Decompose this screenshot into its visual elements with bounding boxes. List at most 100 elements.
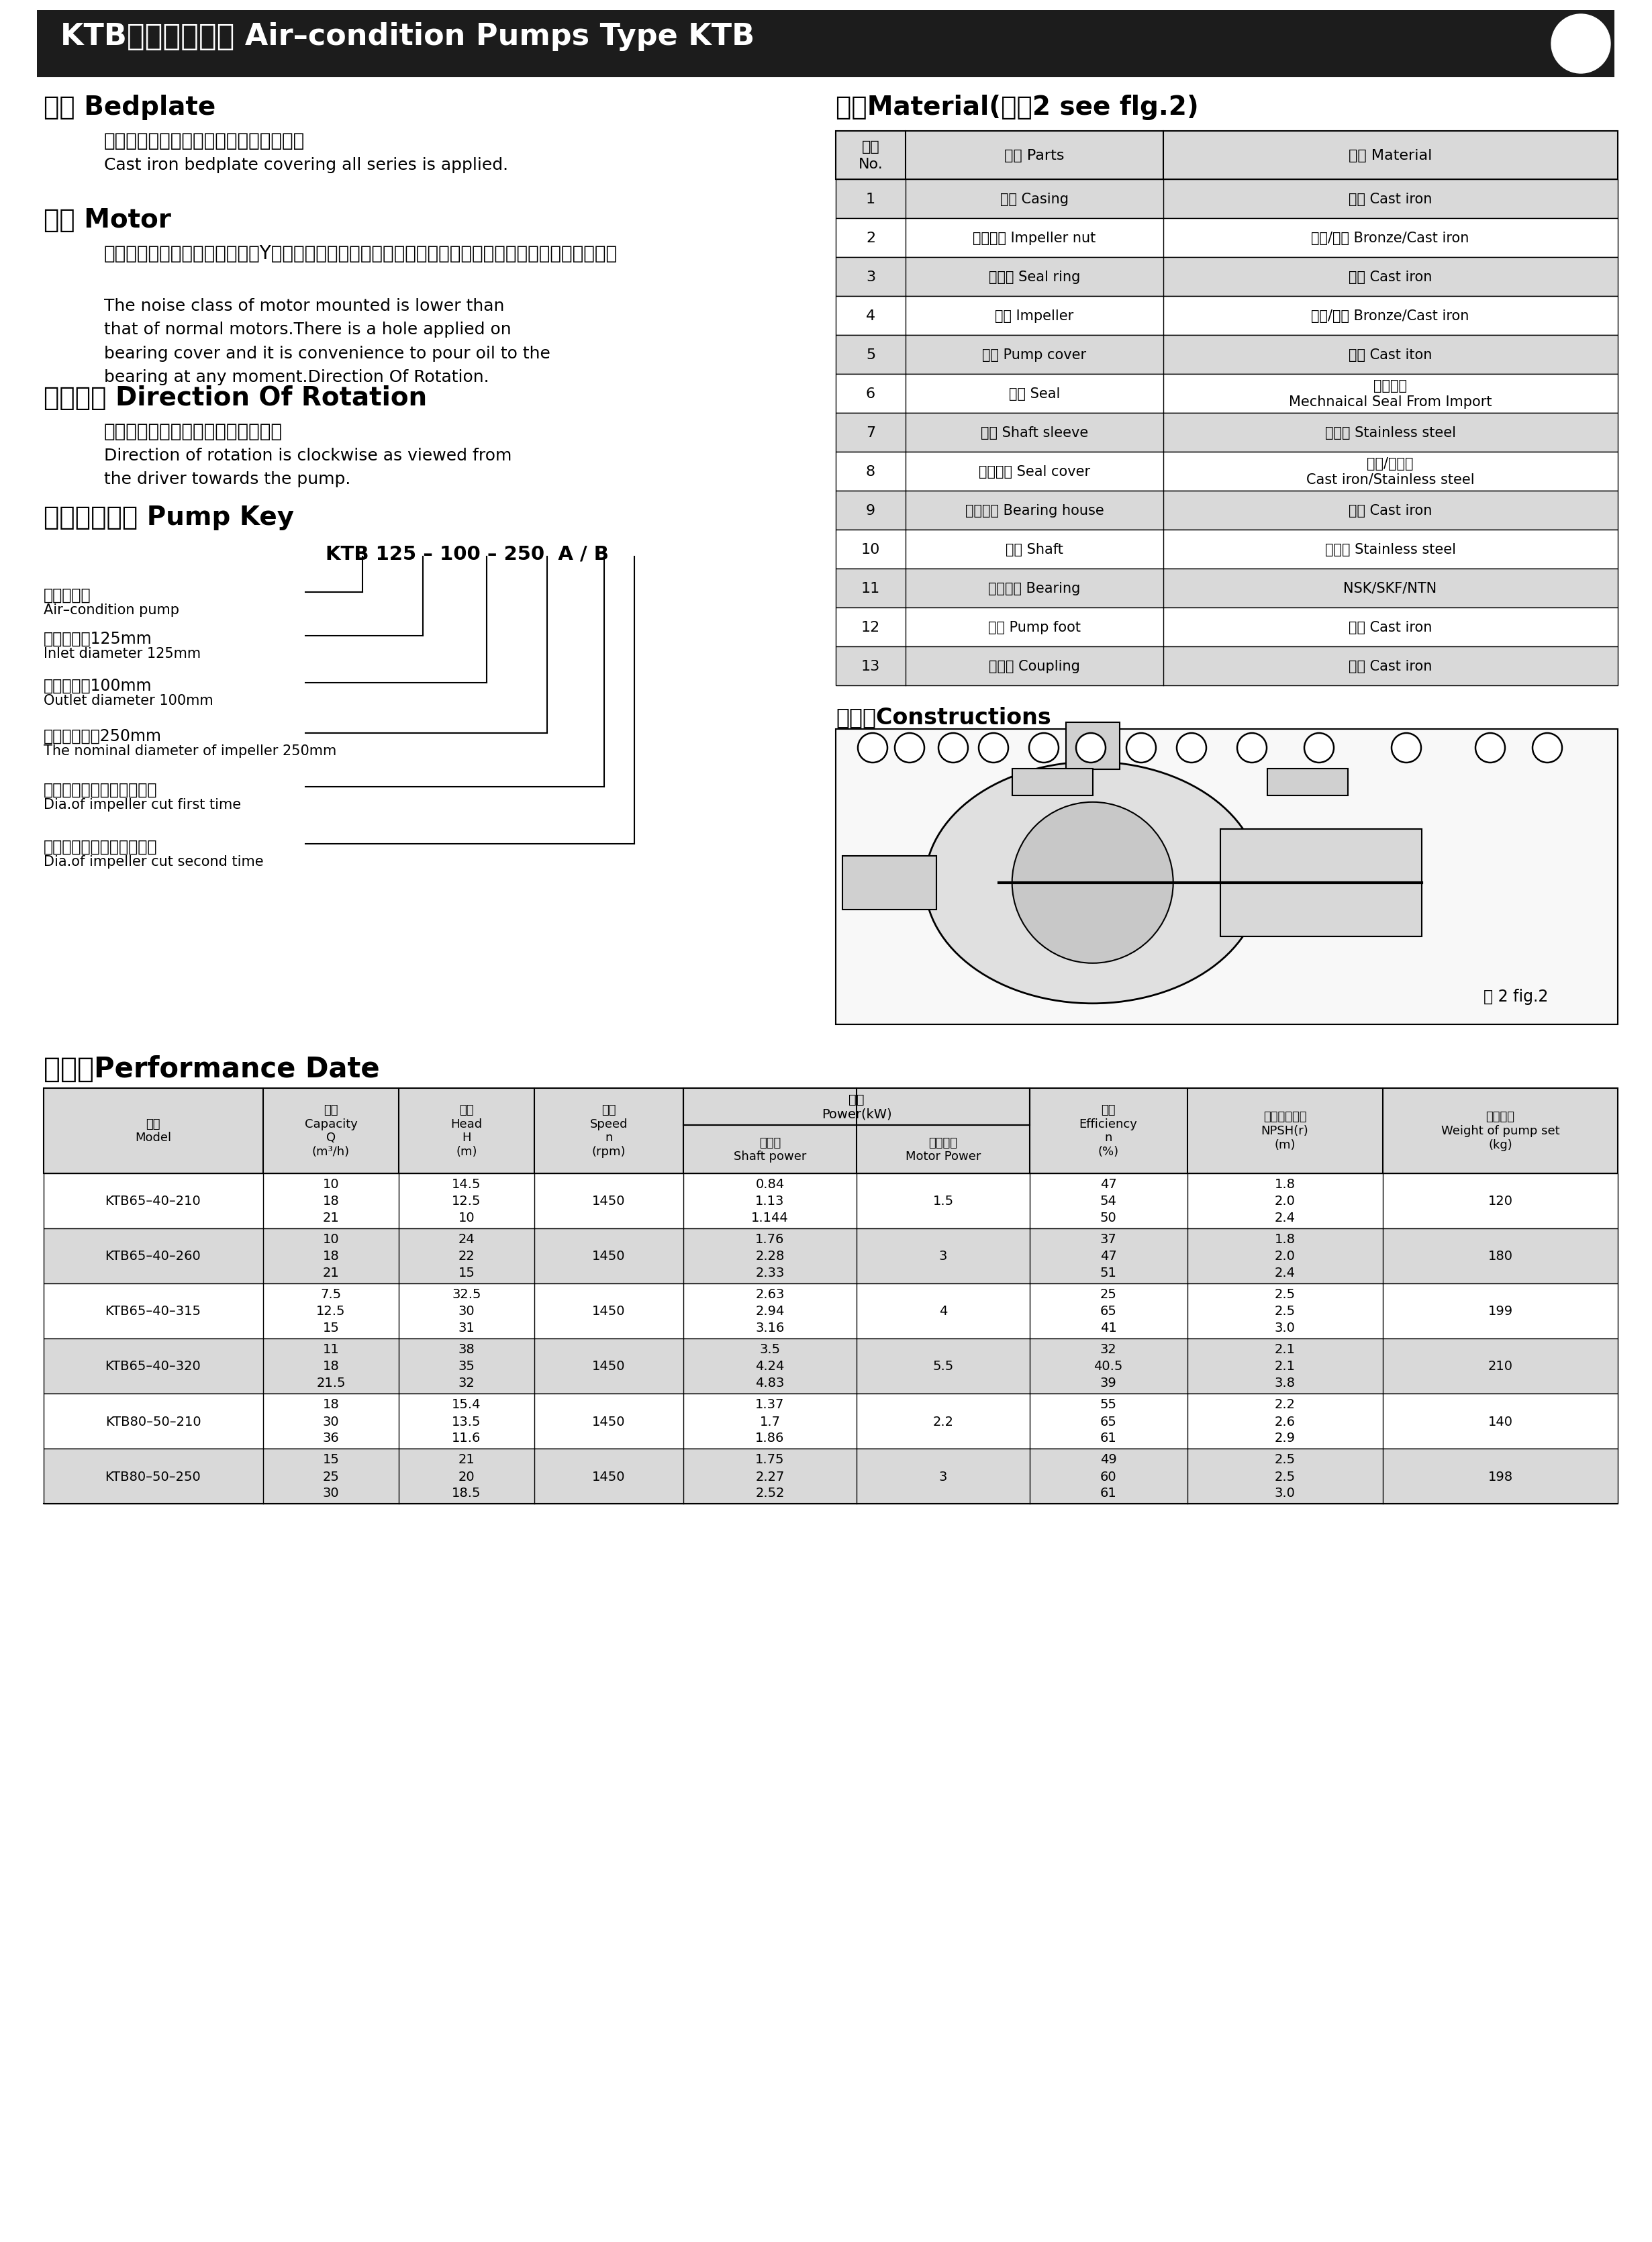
Text: 旋转方向 Direction Of Rotation: 旋转方向 Direction Of Rotation: [43, 386, 426, 410]
Text: 泵排出口徊100mm: 泵排出口徊100mm: [43, 677, 152, 693]
Text: 2.2: 2.2: [933, 1415, 953, 1428]
Text: 不锈钓 Stainless steel: 不锈钓 Stainless steel: [1325, 426, 1455, 439]
Text: 198: 198: [1488, 1471, 1513, 1482]
Text: 悬架部件 Bearing house: 悬架部件 Bearing house: [965, 504, 1104, 518]
Text: 4: 4: [866, 309, 876, 323]
Circle shape: [1075, 733, 1105, 762]
Bar: [836, 569, 1617, 608]
Text: 1450: 1450: [591, 1305, 626, 1318]
Text: 1.76
2.28
2.33: 1.76 2.28 2.33: [755, 1233, 785, 1280]
Text: 叶轮螺母 Impeller nut: 叶轮螺母 Impeller nut: [973, 231, 1095, 244]
Text: KTB80–50–250: KTB80–50–250: [106, 1471, 202, 1482]
Text: 37
47
51: 37 47 51: [1100, 1233, 1117, 1280]
Text: 型号意义说明 Pump Key: 型号意义说明 Pump Key: [43, 504, 294, 529]
Bar: [843, 856, 937, 910]
Text: 3: 3: [866, 271, 876, 285]
Text: 1450: 1450: [591, 1415, 626, 1428]
Text: 铸铁 Cast iron: 铸铁 Cast iron: [1348, 193, 1432, 206]
Text: 1.8
2.0
2.4: 1.8 2.0 2.4: [1274, 1233, 1295, 1280]
Circle shape: [938, 733, 968, 762]
Text: 1.37
1.7
1.86: 1.37 1.7 1.86: [755, 1399, 785, 1444]
Text: 0.84
1.13
1.144: 0.84 1.13 1.144: [752, 1177, 788, 1224]
Text: 5: 5: [866, 348, 876, 361]
Ellipse shape: [925, 762, 1260, 1004]
Circle shape: [857, 733, 887, 762]
Text: Dia.of impeller cut second time: Dia.of impeller cut second time: [43, 854, 264, 868]
Text: 黄铜/铸铁 Bronze/Cast iron: 黄铜/铸铁 Bronze/Cast iron: [1312, 231, 1469, 244]
Text: NSK/SKF/NTN: NSK/SKF/NTN: [1343, 583, 1437, 594]
Bar: [836, 296, 1617, 336]
Text: Dia.of impeller cut first time: Dia.of impeller cut first time: [43, 798, 241, 812]
Text: 7.5
12.5
15: 7.5 12.5 15: [316, 1289, 345, 1334]
Text: 配用电动机的噪声等级低于普通Y型电机，在轴承压盖处设注油孔，可随时向轴承加油，维护保养方便。: 配用电动机的噪声等级低于普通Y型电机，在轴承压盖处设注油孔，可随时向轴承加油，维…: [104, 244, 618, 262]
Text: 14.5
12.5
10: 14.5 12.5 10: [453, 1177, 481, 1224]
Text: 功率
Power(kW): 功率 Power(kW): [821, 1092, 892, 1121]
Bar: [836, 491, 1617, 529]
Circle shape: [1176, 733, 1206, 762]
Circle shape: [1391, 733, 1421, 762]
Text: 扬程
Head
H
(m): 扬程 Head H (m): [451, 1103, 482, 1157]
Text: 10: 10: [861, 543, 881, 556]
Text: 2.63
2.94
3.16: 2.63 2.94 3.16: [755, 1289, 785, 1334]
Bar: [836, 648, 1617, 686]
Text: 21
20
18.5: 21 20 18.5: [453, 1453, 481, 1500]
Bar: [836, 179, 1617, 220]
Circle shape: [895, 733, 925, 762]
Bar: [43, 1338, 1617, 1395]
Text: 转速
Speed
n
(rpm): 转速 Speed n (rpm): [590, 1103, 628, 1157]
Text: 11: 11: [861, 583, 881, 594]
Text: KTB65–40–210: KTB65–40–210: [106, 1195, 202, 1208]
Bar: [836, 453, 1617, 491]
Bar: [836, 608, 1617, 648]
Text: 15.4
13.5
11.6: 15.4 13.5 11.6: [453, 1399, 481, 1444]
Text: 流量
Capacity
Q
(m³/h): 流量 Capacity Q (m³/h): [304, 1103, 357, 1157]
Text: 3: 3: [948, 742, 958, 756]
Bar: [1066, 722, 1120, 769]
Text: 轴套 Shaft sleeve: 轴套 Shaft sleeve: [981, 426, 1089, 439]
Text: Air–condition pump: Air–condition pump: [43, 603, 178, 617]
Text: 泵壳 Casing: 泵壳 Casing: [999, 193, 1069, 206]
Bar: [836, 132, 1617, 179]
Text: KTB65–40–260: KTB65–40–260: [106, 1249, 202, 1262]
Text: Inlet diameter 125mm: Inlet diameter 125mm: [43, 648, 202, 661]
Text: 2: 2: [1571, 31, 1589, 56]
Text: 32.5
30
31: 32.5 30 31: [453, 1289, 481, 1334]
Text: 3: 3: [938, 1471, 947, 1482]
Text: Cast iron bedplate covering all series is applied.: Cast iron bedplate covering all series i…: [104, 157, 509, 173]
Text: 轴功率
Shaft power: 轴功率 Shaft power: [733, 1137, 806, 1164]
Text: 效率
Efficiency
n
(%): 效率 Efficiency n (%): [1079, 1103, 1138, 1157]
Bar: [836, 413, 1617, 453]
Bar: [36, 11, 1614, 78]
Text: 制冷空调泵: 制冷空调泵: [43, 587, 91, 603]
Text: 120: 120: [1488, 1195, 1513, 1208]
Text: Direction of rotation is clockwise as viewed from
the driver towards the pump.: Direction of rotation is clockwise as vi…: [104, 448, 512, 487]
Ellipse shape: [1013, 803, 1173, 964]
Text: 铸铁/铸铜 Bronze/Cast iron: 铸铁/铸铜 Bronze/Cast iron: [1312, 309, 1469, 323]
Bar: [1013, 769, 1092, 796]
Text: 密封压盖 Seal cover: 密封压盖 Seal cover: [978, 464, 1090, 478]
Text: 1450: 1450: [591, 1471, 626, 1482]
Text: 整机重量
Weight of pump set
(kg): 整机重量 Weight of pump set (kg): [1441, 1110, 1559, 1150]
Text: 5: 5: [1039, 742, 1049, 756]
Text: 4: 4: [938, 1305, 947, 1318]
Text: 8: 8: [1186, 742, 1196, 756]
Bar: [43, 1087, 1617, 1173]
Text: 3: 3: [938, 1249, 947, 1262]
Text: 5.5: 5.5: [933, 1361, 953, 1372]
Text: The noise class of motor mounted is lower than
that of normal motors.There is a : The noise class of motor mounted is lowe…: [104, 298, 550, 386]
Text: 铸铁 Cast iron: 铸铁 Cast iron: [1348, 504, 1432, 518]
Text: 10
18
21: 10 18 21: [322, 1233, 339, 1280]
Text: 140: 140: [1488, 1415, 1513, 1428]
Bar: [836, 336, 1617, 374]
Circle shape: [1029, 733, 1059, 762]
Text: 1.75
2.27
2.52: 1.75 2.27 2.52: [755, 1453, 785, 1500]
Text: 铸铁 Cast iron: 铸铁 Cast iron: [1348, 659, 1432, 673]
Bar: [43, 1229, 1617, 1285]
Text: 铸铁/不锈钓
Cast iron/Stainless steel: 铸铁/不锈钓 Cast iron/Stainless steel: [1307, 457, 1474, 487]
Text: 不锈钓 Stainless steel: 不锈钓 Stainless steel: [1325, 543, 1455, 556]
Text: 12: 12: [861, 621, 881, 634]
Text: 电机 Motor: 电机 Motor: [43, 206, 172, 233]
Text: 2.1
2.1
3.8: 2.1 2.1 3.8: [1274, 1343, 1295, 1390]
Text: 同型号叶轮直径第二次切割: 同型号叶轮直径第二次切割: [43, 839, 157, 854]
Text: KTB65–40–315: KTB65–40–315: [106, 1305, 202, 1318]
